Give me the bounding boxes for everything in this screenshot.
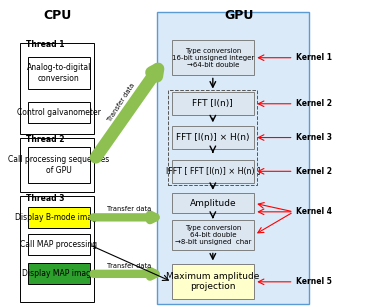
- FancyBboxPatch shape: [27, 102, 90, 123]
- Text: Analog-to-digital
conversion: Analog-to-digital conversion: [26, 63, 91, 83]
- FancyBboxPatch shape: [172, 193, 253, 213]
- Text: Thread 3: Thread 3: [26, 194, 64, 204]
- Text: Transfer data: Transfer data: [106, 82, 135, 122]
- FancyBboxPatch shape: [27, 57, 90, 89]
- Text: GPU: GPU: [224, 9, 253, 22]
- Text: Type conversion
64-bit double
→8-bit unsigned  char: Type conversion 64-bit double →8-bit uns…: [175, 225, 251, 245]
- FancyBboxPatch shape: [172, 220, 253, 250]
- FancyBboxPatch shape: [27, 207, 90, 228]
- FancyBboxPatch shape: [157, 12, 309, 304]
- FancyBboxPatch shape: [27, 147, 90, 183]
- Text: Control galvanometer: Control galvanometer: [17, 108, 101, 117]
- FancyBboxPatch shape: [27, 234, 90, 255]
- FancyBboxPatch shape: [172, 264, 253, 299]
- Text: Amplitude: Amplitude: [190, 199, 236, 208]
- FancyBboxPatch shape: [172, 126, 253, 149]
- Text: FFT [I(n)]: FFT [I(n)]: [192, 99, 233, 108]
- FancyBboxPatch shape: [172, 40, 253, 75]
- Text: Kernel 2: Kernel 2: [296, 99, 332, 108]
- Text: IFFT [ FFT [I(n)] × H(n) ]: IFFT [ FFT [I(n)] × H(n) ]: [166, 167, 260, 176]
- Text: Kernel 4: Kernel 4: [296, 207, 332, 216]
- Text: FFT [I(n)] × H(n): FFT [I(n)] × H(n): [176, 133, 250, 142]
- Text: Transfer data: Transfer data: [107, 206, 151, 212]
- FancyBboxPatch shape: [172, 92, 253, 115]
- Text: Maximum amplitude
projection: Maximum amplitude projection: [166, 272, 260, 291]
- Text: Call processing sequences
of GPU: Call processing sequences of GPU: [8, 155, 109, 175]
- Text: Type conversion
16-bit unsigned integer
→64-bit double: Type conversion 16-bit unsigned integer …: [172, 48, 254, 68]
- Text: Thread 1: Thread 1: [26, 40, 64, 49]
- Text: Kernel 5: Kernel 5: [296, 277, 332, 286]
- Text: Kernel 1: Kernel 1: [296, 53, 332, 62]
- Text: Kernel 2: Kernel 2: [296, 167, 332, 176]
- FancyBboxPatch shape: [20, 196, 94, 302]
- Text: Display B-mode image: Display B-mode image: [15, 213, 102, 222]
- Text: Transfer data: Transfer data: [107, 263, 151, 269]
- Text: CPU: CPU: [43, 9, 71, 22]
- FancyBboxPatch shape: [20, 138, 94, 192]
- Text: Display MAP image: Display MAP image: [22, 269, 96, 278]
- FancyBboxPatch shape: [172, 160, 253, 183]
- Text: Thread 2: Thread 2: [26, 135, 64, 144]
- Text: Kernel 3: Kernel 3: [296, 133, 332, 142]
- Text: Call MAP processing: Call MAP processing: [20, 240, 97, 249]
- FancyBboxPatch shape: [27, 263, 90, 284]
- FancyBboxPatch shape: [20, 43, 94, 134]
